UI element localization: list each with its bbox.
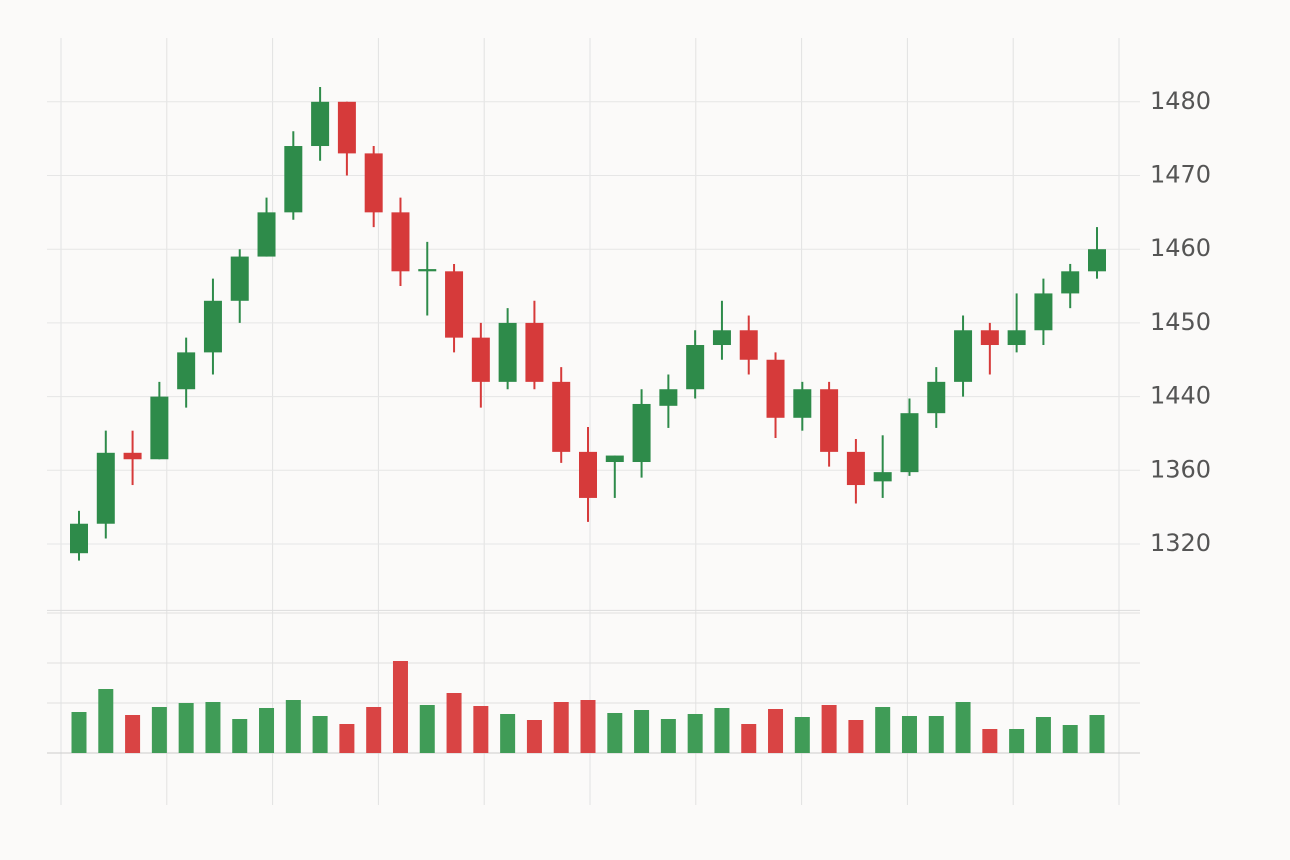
candle-body: [257, 212, 276, 257]
volume-bar: [875, 707, 891, 753]
candle-body: [927, 381, 946, 414]
candle-body: [632, 403, 651, 463]
y-tick-label: 1440: [1150, 382, 1211, 410]
volume-bar: [660, 719, 676, 753]
candle-body: [686, 345, 705, 390]
candle-body: [284, 146, 303, 213]
candle-body: [980, 330, 999, 346]
volume-bar: [125, 715, 141, 753]
volume-bar: [500, 714, 516, 753]
candle-body: [498, 322, 517, 382]
volume-bar: [446, 693, 462, 753]
volume-bar: [955, 702, 971, 753]
candle-body: [820, 389, 839, 452]
volume-bar: [205, 702, 221, 753]
candle-body: [70, 523, 88, 554]
y-tick-label: 1320: [1150, 529, 1211, 557]
volume-bar: [339, 724, 355, 753]
candle-body: [846, 451, 865, 486]
candle-body: [873, 472, 892, 482]
candle-body: [579, 451, 597, 498]
volume-bar: [794, 717, 810, 753]
candle-body: [445, 271, 464, 338]
candle-body: [525, 322, 544, 382]
candle-body: [712, 330, 731, 346]
volume-bar: [553, 702, 569, 753]
candle-body: [364, 153, 383, 213]
candle-body: [900, 413, 919, 473]
volume-bar: [259, 708, 275, 753]
candle-body: [1007, 330, 1026, 346]
volume-bar: [687, 714, 703, 753]
volume-bar: [634, 710, 650, 753]
candle-body: [471, 337, 490, 382]
volume-bar: [1009, 729, 1025, 753]
candle-body: [552, 381, 571, 452]
candle-body: [150, 396, 169, 460]
volume-bar: [768, 709, 784, 753]
volume-bar: [366, 707, 382, 753]
y-tick-label: 1450: [1150, 308, 1211, 336]
candle-body: [418, 269, 437, 272]
volume-bar: [1089, 715, 1105, 753]
volume-bar: [714, 708, 730, 753]
candle-body: [177, 352, 196, 390]
candle-body: [739, 330, 758, 360]
volume-bar: [526, 720, 542, 753]
volume-bar: [232, 719, 248, 753]
y-tick-label: 1470: [1150, 161, 1211, 189]
volume-bar: [151, 707, 167, 753]
candle-body: [203, 300, 222, 353]
volume-bar: [1062, 725, 1078, 753]
y-tick-label: 1360: [1150, 455, 1211, 483]
volume-bar: [928, 716, 944, 753]
candle-body: [659, 389, 678, 406]
volume-bar: [901, 716, 917, 753]
volume-bar: [71, 712, 87, 753]
candle-body: [1061, 271, 1080, 294]
volume-bar: [285, 700, 301, 753]
volume-bar: [1035, 717, 1051, 753]
candle-body: [96, 452, 115, 524]
y-tick-label: 1460: [1150, 234, 1211, 262]
volume-bar: [982, 729, 998, 753]
candle-body: [337, 101, 356, 154]
volume-bar: [848, 720, 864, 753]
candle-body: [230, 256, 249, 301]
candle-body: [311, 101, 330, 147]
candle-body: [954, 330, 973, 382]
volume-bar: [392, 661, 408, 753]
volume-bar: [473, 706, 489, 753]
volume-bar: [607, 713, 623, 753]
candle-body: [1088, 249, 1106, 272]
candle-body: [793, 389, 812, 418]
volume-bar: [178, 703, 194, 753]
candle-body: [766, 359, 785, 418]
candle-body: [123, 452, 142, 460]
volume-bar: [419, 705, 435, 753]
candle-body: [1034, 293, 1053, 331]
candle-body: [391, 212, 410, 272]
y-tick-label: 1480: [1150, 87, 1211, 115]
volume-bar: [741, 724, 757, 753]
volume-bar: [312, 716, 328, 753]
volume-bar: [98, 689, 114, 753]
volume-bar: [580, 700, 596, 753]
volume-bar: [821, 705, 837, 753]
candle-body: [605, 455, 624, 463]
